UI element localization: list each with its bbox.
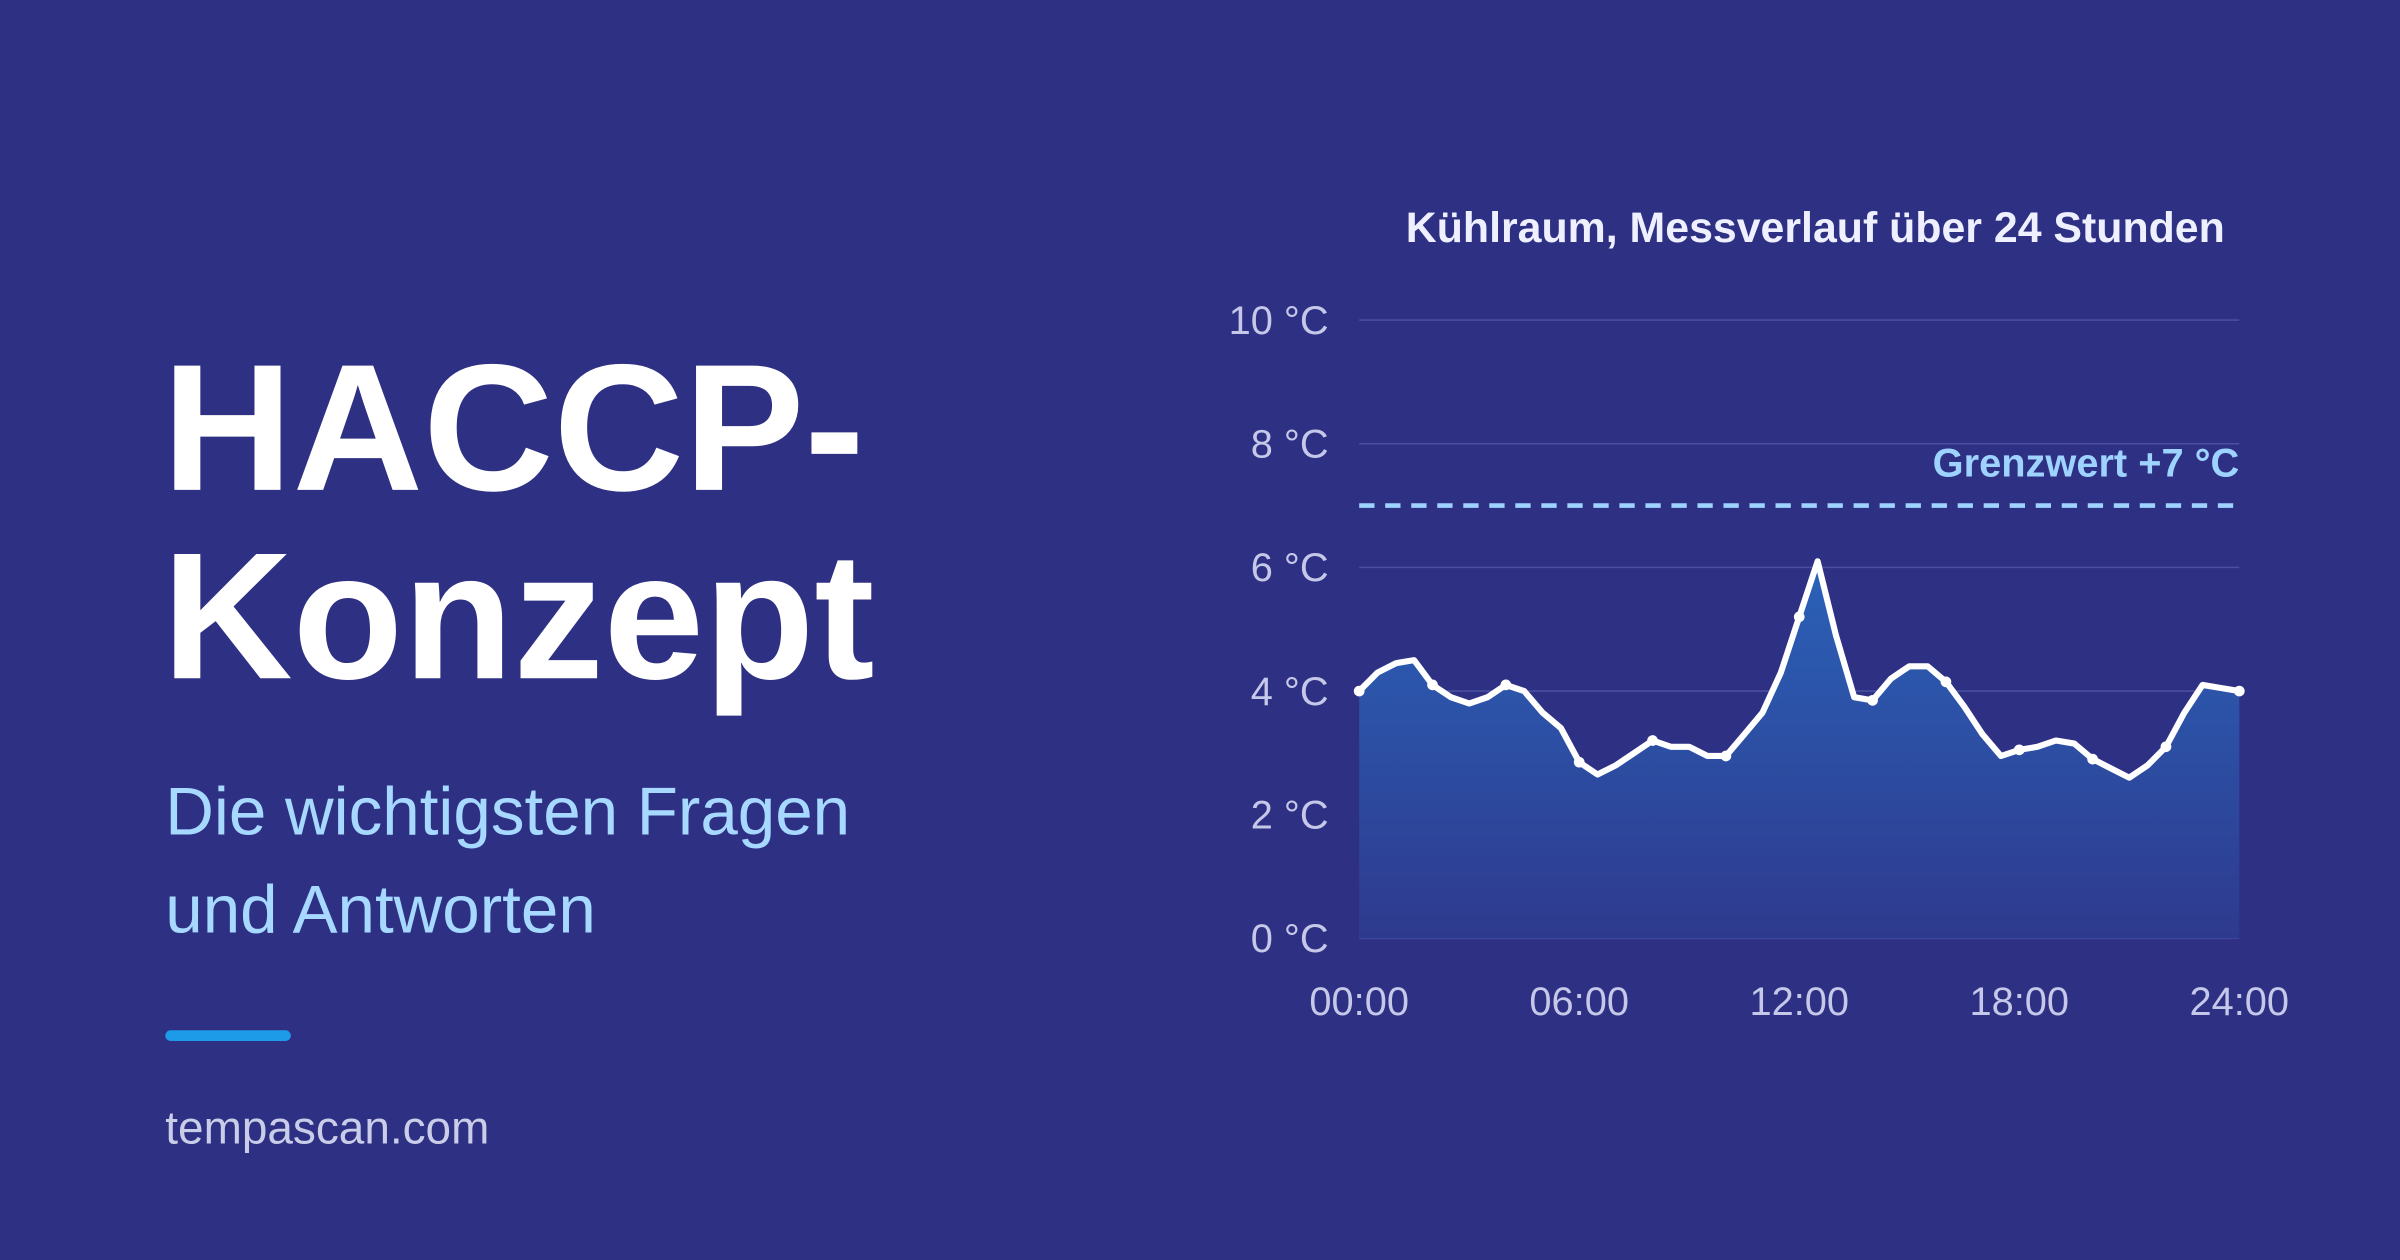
x-tick-label: 12:00: [1749, 980, 1849, 1024]
subline: Die wichtigsten Fragen: [165, 774, 850, 849]
x-tick-label: 00:00: [1309, 980, 1409, 1024]
y-tick-label: 4 °C: [1251, 670, 1329, 714]
headline: HACCP-: [162, 327, 864, 529]
y-tick-label: 8 °C: [1251, 423, 1329, 467]
accent-bar: [165, 1030, 291, 1041]
plot: 0 °C 2 °C 4 °C 6 °C 8 °C 10 °C 00:00 06:00 12:00…: [1229, 299, 2289, 1024]
point: [2233, 685, 2245, 697]
point: [2013, 744, 2025, 756]
point: [1793, 611, 1805, 623]
point: [1647, 735, 1658, 746]
headline: Konzept: [162, 515, 874, 717]
y-tick-label: 2 °C: [1251, 794, 1329, 838]
subline: und Antworten: [165, 872, 595, 947]
chart-title: Kühlraum, Messverlauf über 24 Stunden: [1406, 204, 2225, 252]
point: [1427, 679, 1438, 691]
point: [1720, 750, 1732, 762]
point: [1867, 694, 1878, 706]
x-tick-label: 24:00: [2190, 980, 2290, 1024]
threshold-label: Grenzwert +7 °C: [1933, 441, 2240, 485]
x-tick-label: 06:00: [1529, 980, 1629, 1024]
point: [1500, 679, 1512, 691]
y-tick-label: 0 °C: [1251, 917, 1329, 961]
point: [1353, 685, 1365, 697]
y-tick-label: 6 °C: [1251, 546, 1329, 590]
point: [1940, 676, 1952, 688]
site-url: tempascan.com: [165, 1102, 489, 1154]
x-tick-label: 18:00: [1969, 980, 2069, 1024]
point: [2160, 741, 2172, 753]
point: [2087, 753, 2098, 765]
point: [1573, 756, 1585, 768]
y-tick-label: 10 °C: [1229, 299, 1329, 343]
area-fill: [1359, 561, 2240, 939]
